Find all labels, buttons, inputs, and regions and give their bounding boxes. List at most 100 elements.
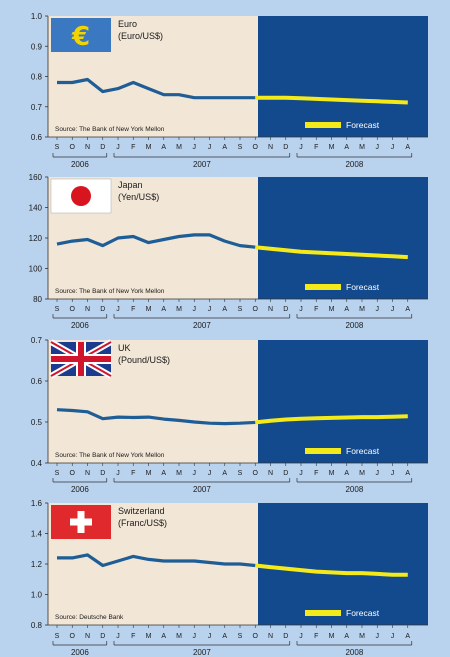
month-label: A — [222, 633, 227, 640]
source-note: Source: Deutsche Bank — [55, 614, 124, 621]
month-label: D — [283, 144, 288, 151]
series-line-actual — [56, 233, 256, 249]
y-tick-label: 140 — [29, 204, 43, 213]
month-label: A — [405, 633, 410, 640]
month-label: A — [222, 144, 227, 151]
month-label: S — [55, 470, 60, 477]
y-tick-label: 0.7 — [31, 103, 43, 112]
month-label: D — [283, 470, 288, 477]
chart-subtitle: (Pound/US$) — [118, 355, 170, 365]
year-label: 2007 — [193, 321, 211, 330]
month-label: M — [329, 470, 335, 477]
month-label: N — [85, 306, 90, 313]
forecast-legend-swatch — [305, 122, 341, 128]
forecast-legend-label: Forecast — [346, 608, 380, 618]
month-label: M — [329, 633, 335, 640]
month-label: J — [391, 306, 395, 313]
forecast-legend-swatch — [305, 284, 341, 290]
y-tick-label: 1.4 — [31, 530, 43, 539]
chart-title: Switzerland — [118, 506, 165, 516]
month-label: J — [376, 306, 380, 313]
y-tick-label: 80 — [33, 295, 42, 304]
month-label: S — [238, 144, 243, 151]
month-label: O — [253, 633, 259, 640]
month-label: N — [268, 470, 273, 477]
y-tick-label: 0.8 — [31, 73, 43, 82]
month-label: S — [238, 306, 243, 313]
month-label: S — [55, 144, 60, 151]
forecast-background — [258, 177, 428, 299]
month-label: D — [100, 470, 105, 477]
uk-flag — [49, 339, 113, 379]
month-label: O — [253, 470, 259, 477]
month-label: N — [268, 144, 273, 151]
forecast-background — [258, 16, 428, 137]
month-label: D — [283, 633, 288, 640]
month-label: N — [85, 633, 90, 640]
month-label: J — [299, 306, 303, 313]
year-label: 2007 — [193, 160, 211, 169]
month-label: O — [70, 144, 76, 151]
chart-panel: 0.8 1.0 1.2 1.4 1.6 Switzerland (Franc/US$) Sou… — [31, 499, 428, 657]
month-label: N — [85, 144, 90, 151]
swiss-flag — [51, 505, 111, 539]
chart-title: Japan — [118, 180, 143, 190]
source-note: Source: The Bank of New York Mellon — [55, 452, 165, 459]
chart-panel: 0.6 0.7 0.8 0.9 1.0 € Euro (Euro/US$) Source: Th… — [31, 12, 428, 169]
forecast-legend-label: Forecast — [346, 120, 380, 130]
year-label: 2008 — [345, 160, 363, 169]
month-label: J — [299, 633, 303, 640]
month-label: O — [70, 306, 76, 313]
month-label: A — [405, 470, 410, 477]
month-label: J — [116, 144, 120, 151]
month-label: M — [329, 306, 335, 313]
source-note: Source: The Bank of New York Mellon — [55, 126, 165, 133]
month-label: J — [299, 144, 303, 151]
y-tick-label: 1.2 — [31, 560, 43, 569]
month-label: J — [376, 470, 380, 477]
month-label: A — [161, 144, 166, 151]
year-label: 2008 — [345, 485, 363, 494]
series-line-forecast — [255, 245, 408, 260]
month-label: J — [391, 470, 395, 477]
y-tick-label: 0.6 — [31, 377, 43, 386]
month-label: O — [253, 144, 259, 151]
forecast-legend-label: Forecast — [346, 282, 380, 292]
year-label: 2007 — [193, 485, 211, 494]
month-label: M — [146, 470, 152, 477]
month-label: O — [70, 633, 76, 640]
year-label: 2006 — [71, 648, 89, 657]
month-label: M — [146, 633, 152, 640]
swiss-cross-icon — [70, 518, 92, 526]
month-label: A — [405, 306, 410, 313]
month-label: A — [344, 306, 349, 313]
year-label: 2006 — [71, 485, 89, 494]
year-label: 2008 — [345, 648, 363, 657]
y-tick-label: 0.5 — [31, 418, 43, 427]
month-label: S — [55, 633, 60, 640]
month-label: M — [176, 144, 182, 151]
chart-subtitle: (Yen/US$) — [118, 192, 159, 202]
month-label: M — [176, 633, 182, 640]
series-line-actual — [57, 77, 256, 100]
y-tick-label: 0.7 — [31, 336, 43, 345]
month-label: A — [344, 144, 349, 151]
month-label: M — [359, 470, 365, 477]
chart-subtitle: (Euro/US$) — [118, 31, 163, 41]
month-label: J — [376, 144, 380, 151]
month-label: J — [299, 470, 303, 477]
month-label: F — [131, 470, 135, 477]
month-label: A — [222, 306, 227, 313]
month-label: N — [268, 306, 273, 313]
month-label: S — [238, 633, 243, 640]
month-label: M — [359, 306, 365, 313]
month-label: A — [344, 633, 349, 640]
y-tick-label: 1.6 — [31, 499, 43, 508]
month-label: M — [359, 633, 365, 640]
month-label: F — [131, 144, 135, 151]
month-label: F — [314, 470, 318, 477]
y-tick-label: 1.0 — [31, 12, 43, 21]
month-label: J — [391, 633, 395, 640]
month-label: J — [193, 306, 197, 313]
